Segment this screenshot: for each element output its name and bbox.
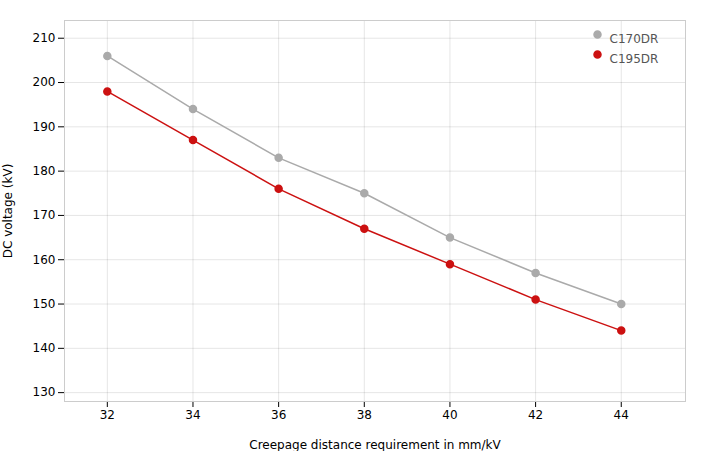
svg-text:44: 44 bbox=[614, 408, 629, 422]
svg-text:36: 36 bbox=[271, 408, 286, 422]
svg-text:40: 40 bbox=[442, 408, 457, 422]
svg-text:190: 190 bbox=[33, 120, 56, 134]
svg-text:34: 34 bbox=[185, 408, 200, 422]
svg-text:Creepage distance requirement: Creepage distance requirement in mm/kV bbox=[249, 438, 501, 451]
svg-text:140: 140 bbox=[33, 341, 56, 355]
svg-text:130: 130 bbox=[33, 385, 56, 399]
svg-text:DC voltage (kV): DC voltage (kV) bbox=[1, 164, 15, 259]
svg-text:160: 160 bbox=[33, 253, 56, 267]
svg-text:150: 150 bbox=[33, 297, 56, 311]
svg-text:32: 32 bbox=[100, 408, 115, 422]
svg-text:42: 42 bbox=[528, 408, 543, 422]
svg-text:210: 210 bbox=[33, 31, 56, 45]
svg-text:38: 38 bbox=[357, 408, 372, 422]
svg-text:200: 200 bbox=[33, 75, 56, 89]
svg-text:180: 180 bbox=[33, 164, 56, 178]
svg-text:C170DR: C170DR bbox=[610, 32, 659, 46]
svg-text:170: 170 bbox=[33, 208, 56, 222]
svg-text:C195DR: C195DR bbox=[610, 52, 659, 66]
